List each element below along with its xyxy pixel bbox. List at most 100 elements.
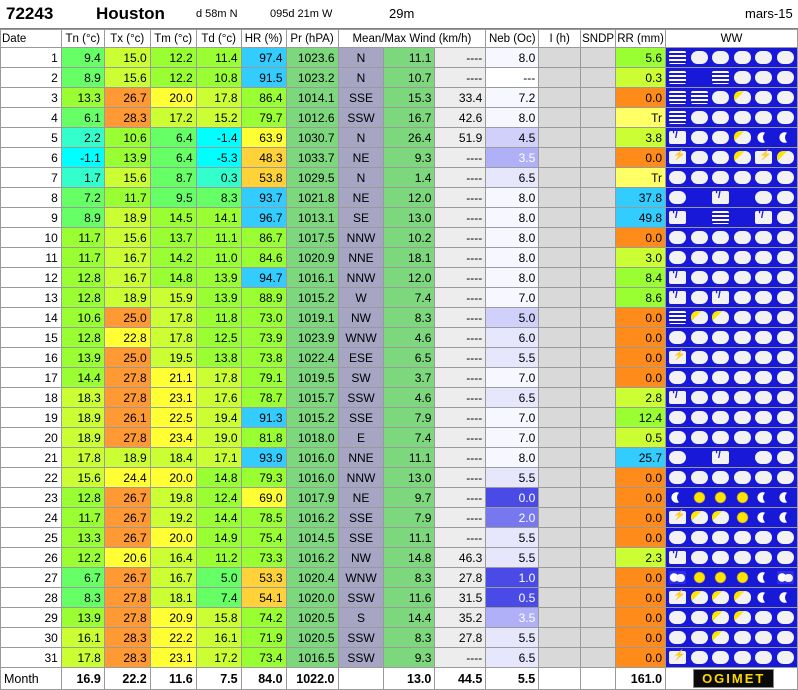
ww-icons (667, 509, 797, 527)
cell-wind-direction: SSE (337, 407, 385, 428)
tstorm-icon (669, 150, 687, 164)
cloud-icon (755, 91, 773, 104)
cell-tx: 26.7 (103, 507, 151, 528)
cloud-icon (669, 631, 687, 644)
cell-wind-max: ---- (434, 447, 487, 468)
sun-icon (733, 571, 751, 584)
cell-neb: 5.5 (485, 347, 540, 368)
cell-tn: 6.7 (60, 567, 105, 588)
table-row: 26 12.2 20.6 16.4 11.2 73.3 1016.2 NW 14.8 46.3 5.… (0, 547, 798, 568)
ww-icons (667, 269, 797, 287)
cell-td: 0.3 (195, 167, 242, 188)
period-label: mars-15 (745, 6, 793, 21)
cell-sndp (580, 627, 617, 648)
cloud-icon (712, 411, 730, 424)
cell-tx: 27.8 (103, 387, 151, 408)
cell-pressure: 1020.5 (285, 627, 339, 648)
cell-td: 12.4 (195, 487, 242, 508)
cell-hr: 69.0 (240, 487, 287, 508)
moon-icon (776, 491, 794, 504)
cell-insolation (538, 227, 582, 248)
cell-sndp (580, 387, 617, 408)
cell-wind-mean: 26.4 (383, 127, 436, 148)
cloud-icon (712, 471, 730, 484)
cell-rr: 0.0 (615, 627, 667, 648)
daily-data-table: Date Tn (°c) Tx (°c) Tm (°c) Td (°c) HR … (0, 29, 798, 690)
cell-tx: 25.0 (103, 307, 151, 328)
cell-pressure: 1020.5 (285, 607, 339, 628)
table-row: 12 12.8 16.7 14.8 13.9 94.7 1016.1 NNW 12.0 ---- 8… (0, 267, 798, 288)
cell-wind-direction: WNW (337, 327, 385, 348)
ww-icons (667, 569, 797, 587)
cell-tn: 13.3 (60, 87, 105, 108)
ww-icons (667, 189, 797, 207)
cell-tn: 12.8 (60, 287, 105, 308)
cell-tm: 23.1 (149, 387, 197, 408)
cell-ww (665, 567, 798, 588)
cell-ww (665, 427, 798, 448)
moon-icon (755, 511, 773, 524)
cloud-icon (733, 371, 751, 384)
cell-insolation (538, 87, 582, 108)
cloud-icon (733, 411, 751, 424)
empty-icon (691, 451, 708, 464)
table-row: 16 13.9 25.0 19.5 13.8 73.8 1022.4 ESE 6.5 ---- 5.… (0, 347, 798, 368)
col-header-neb: Neb (Oc) (485, 29, 540, 48)
cell-pressure: 1016.0 (285, 447, 339, 468)
cell-sndp (580, 327, 617, 348)
cell-hr: 81.8 (240, 427, 287, 448)
cell-wind-direction: NNW (337, 227, 385, 248)
cloud-icon (712, 271, 730, 284)
cloud-icon (669, 611, 687, 624)
cell-wind-direction: NE (337, 187, 385, 208)
cell-date: 18 (0, 387, 62, 408)
cell-insolation (538, 567, 582, 588)
cloud-icon (669, 531, 687, 544)
cell-rr: 0.0 (615, 87, 667, 108)
station-longitude: 095d 21m W (270, 8, 333, 20)
pcloud-icon (712, 611, 730, 624)
cloud-icon (776, 231, 794, 244)
cell-date: 1 (0, 47, 62, 68)
cloud-icon (733, 111, 751, 124)
cell-sndp (580, 207, 617, 228)
fog-icon (669, 311, 687, 324)
cell-wind-max: ---- (434, 227, 487, 248)
cloud-icon (755, 231, 773, 244)
cell-wind-max: ---- (434, 267, 487, 288)
table-row: 2 8.9 15.6 12.2 10.8 91.5 1023.2 N 10.7 ---- --- 0.… (0, 67, 798, 88)
cell-tn: 7.2 (60, 187, 105, 208)
rain-icon (669, 129, 687, 144)
cell-wind-max: ---- (434, 467, 487, 488)
cell-neb: --- (485, 67, 540, 88)
cell-neb: 8.0 (485, 207, 540, 228)
cell-ww (665, 447, 798, 468)
cell-tx: 27.8 (103, 367, 151, 388)
cell-wind-max: 31.5 (434, 587, 487, 608)
cloud-icon (755, 651, 773, 664)
ww-icons (667, 489, 797, 507)
cell-insolation (538, 587, 582, 608)
cell-rr: 0.0 (615, 507, 667, 528)
cell-date: 23 (0, 487, 62, 508)
cell-tm: 6.4 (149, 147, 197, 168)
pcloud-icon (733, 611, 751, 624)
cloud-icon (690, 651, 708, 664)
cell-rr: 2.3 (615, 547, 667, 568)
cloud-icon (733, 431, 751, 444)
cell-date: 29 (0, 607, 62, 628)
cell-date: 2 (0, 67, 62, 88)
cell-wind-mean: 7.4 (383, 427, 436, 448)
cell-wind-mean: 1.4 (383, 167, 436, 188)
cell-wind-direction: N (337, 167, 385, 188)
cell-ww (665, 227, 798, 248)
cell-tn: 1.7 (60, 167, 105, 188)
ww-icons (667, 329, 797, 347)
cell-ww (665, 547, 798, 568)
cell-ww (665, 627, 798, 648)
cell-rr: 5.6 (615, 47, 667, 68)
cloud-icon (755, 251, 773, 264)
cell-sndp (580, 67, 617, 88)
station-altitude: 29m (389, 6, 415, 21)
